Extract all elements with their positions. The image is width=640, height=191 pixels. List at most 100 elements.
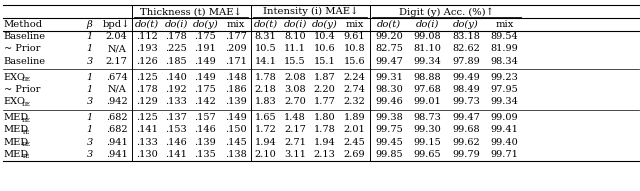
Text: .149: .149 [195, 57, 216, 66]
Text: 99.38: 99.38 [375, 113, 403, 122]
Text: 1.94: 1.94 [314, 138, 335, 147]
Text: 1.77: 1.77 [314, 97, 335, 106]
Text: DE: DE [22, 118, 31, 123]
Text: 99.30: 99.30 [413, 125, 442, 134]
Text: 98.73: 98.73 [413, 113, 442, 122]
Text: 3: 3 [86, 57, 93, 66]
Text: 2.18: 2.18 [255, 85, 276, 94]
Text: 10.8: 10.8 [344, 44, 365, 53]
Text: N/A: N/A [107, 85, 126, 94]
Text: .135: .135 [195, 150, 216, 159]
Text: .941: .941 [106, 138, 127, 147]
Text: 2.69: 2.69 [344, 150, 365, 159]
Text: 99.31: 99.31 [375, 73, 403, 82]
Text: EXO: EXO [4, 97, 26, 106]
Text: 99.34: 99.34 [413, 57, 442, 66]
Text: do(y): do(y) [453, 20, 479, 29]
Text: .112: .112 [136, 32, 157, 41]
Text: .157: .157 [195, 113, 216, 122]
Text: 99.65: 99.65 [413, 150, 442, 159]
Text: DE: DE [22, 142, 31, 147]
Text: .138: .138 [225, 150, 246, 159]
Text: Baseline: Baseline [4, 32, 46, 41]
Text: .145: .145 [225, 138, 246, 147]
Text: .185: .185 [165, 57, 187, 66]
Text: .153: .153 [165, 125, 187, 134]
Text: .225: .225 [165, 44, 187, 53]
Text: .142: .142 [195, 97, 216, 106]
Text: do(t): do(t) [134, 20, 159, 29]
Text: .150: .150 [225, 125, 246, 134]
Text: 3: 3 [86, 150, 93, 159]
Text: TE: TE [22, 130, 31, 135]
Text: 2.08: 2.08 [284, 73, 306, 82]
Text: 14.1: 14.1 [255, 57, 276, 66]
Text: .141: .141 [136, 125, 157, 134]
Text: 2.10: 2.10 [255, 150, 276, 159]
Text: 15.1: 15.1 [314, 57, 335, 66]
Text: do(y): do(y) [312, 20, 337, 29]
Text: .126: .126 [136, 57, 157, 66]
Text: 99.47: 99.47 [452, 113, 480, 122]
Text: Intensity (i) MAE↓: Intensity (i) MAE↓ [262, 7, 358, 16]
Text: .178: .178 [165, 32, 187, 41]
Text: 98.88: 98.88 [413, 73, 442, 82]
Text: 99.73: 99.73 [452, 97, 480, 106]
Text: 99.47: 99.47 [375, 57, 403, 66]
Text: 2.74: 2.74 [344, 85, 365, 94]
Text: 8.10: 8.10 [284, 32, 306, 41]
Text: bpd↓: bpd↓ [103, 19, 130, 29]
Text: 1: 1 [86, 73, 93, 82]
Text: .133: .133 [136, 138, 157, 147]
Text: 1.78: 1.78 [255, 73, 276, 82]
Text: 3: 3 [86, 138, 93, 147]
Text: 2.24: 2.24 [344, 73, 365, 82]
Text: 2.70: 2.70 [284, 97, 306, 106]
Text: .682: .682 [106, 125, 127, 134]
Text: 2.71: 2.71 [284, 138, 306, 147]
Text: .177: .177 [225, 32, 246, 41]
Text: 82.75: 82.75 [375, 44, 403, 53]
Text: .139: .139 [225, 97, 246, 106]
Text: 1.80: 1.80 [314, 113, 335, 122]
Text: 15.6: 15.6 [344, 57, 365, 66]
Text: 99.79: 99.79 [452, 150, 480, 159]
Text: 1.72: 1.72 [255, 125, 276, 134]
Text: 81.10: 81.10 [413, 44, 442, 53]
Text: .125: .125 [136, 113, 157, 122]
Text: MED: MED [4, 138, 29, 147]
Text: ~ Prior: ~ Prior [4, 85, 40, 94]
Text: 3.08: 3.08 [284, 85, 306, 94]
Text: 97.89: 97.89 [452, 57, 480, 66]
Text: mix: mix [227, 20, 244, 29]
Text: do(t): do(t) [253, 20, 278, 29]
Text: .942: .942 [106, 97, 127, 106]
Text: 98.34: 98.34 [490, 57, 518, 66]
Text: 2.01: 2.01 [344, 125, 365, 134]
Text: 10.6: 10.6 [314, 44, 335, 53]
Text: 15.5: 15.5 [284, 57, 306, 66]
Text: N/A: N/A [107, 44, 126, 53]
Text: 99.15: 99.15 [413, 138, 442, 147]
Text: .140: .140 [165, 73, 187, 82]
Text: 97.68: 97.68 [413, 85, 442, 94]
Text: .146: .146 [165, 138, 187, 147]
Text: 99.71: 99.71 [490, 150, 518, 159]
Text: 83.18: 83.18 [452, 32, 480, 41]
Text: 2.17: 2.17 [106, 57, 127, 66]
Text: Thickness (t) MAE↓: Thickness (t) MAE↓ [140, 7, 243, 16]
Text: .178: .178 [136, 85, 157, 94]
Text: .674: .674 [106, 73, 127, 82]
Text: ~ Prior: ~ Prior [4, 44, 40, 53]
Text: .191: .191 [195, 44, 216, 53]
Text: 1.94: 1.94 [255, 138, 276, 147]
Text: .146: .146 [195, 125, 216, 134]
Text: .129: .129 [136, 97, 157, 106]
Text: 98.30: 98.30 [375, 85, 403, 94]
Text: 99.68: 99.68 [452, 125, 480, 134]
Text: Digit (y) Acc. (%)↑: Digit (y) Acc. (%)↑ [399, 7, 494, 17]
Text: 1: 1 [86, 44, 93, 53]
Text: Method: Method [4, 20, 43, 29]
Text: 99.85: 99.85 [375, 150, 403, 159]
Text: 2.04: 2.04 [106, 32, 127, 41]
